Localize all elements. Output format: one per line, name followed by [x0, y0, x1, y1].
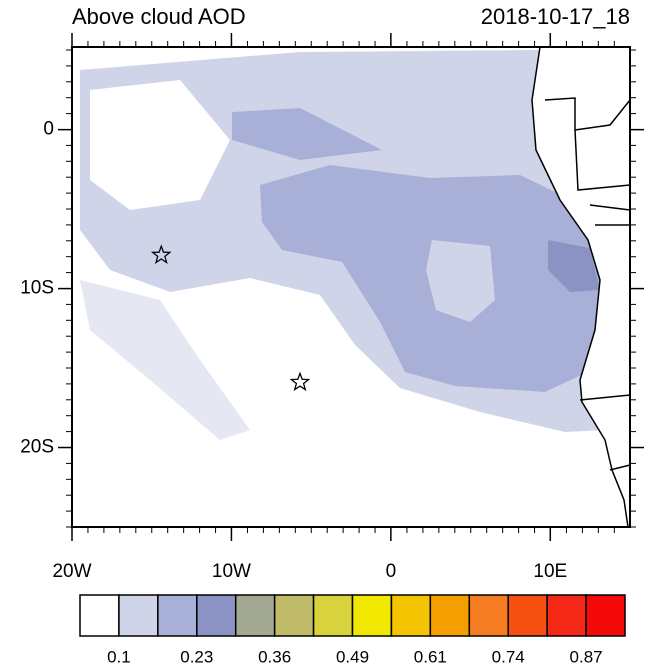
- colorbar-box: [468, 594, 509, 637]
- colorbar-box: [157, 594, 198, 637]
- x-tick-label: 20W: [52, 561, 91, 582]
- title: Above cloud AOD: [72, 4, 246, 29]
- aod-clear: [90, 80, 230, 210]
- colorbar-box: [351, 594, 393, 637]
- site-marker: [289, 371, 311, 392]
- colorbar-box: [234, 594, 276, 637]
- aod-dark: [548, 240, 600, 292]
- colorbar-box: [312, 594, 354, 637]
- colorbar-label: 0.36: [258, 647, 291, 666]
- colorbar-box: [585, 594, 626, 637]
- aod-inner-light: [426, 240, 495, 322]
- x-tick-label: 10E: [533, 561, 567, 582]
- colorbar-box: [429, 594, 471, 637]
- aod-field: [80, 50, 605, 440]
- y-tick-label: 10S: [20, 278, 54, 299]
- borders: [544, 97, 631, 471]
- colorbar-box: [118, 594, 159, 637]
- colorbar-box: [196, 594, 237, 637]
- colorbar-box: [273, 594, 315, 637]
- timestamp: 2018-10-17_18: [481, 4, 630, 29]
- colorbar-label: 0.23: [180, 647, 213, 666]
- site-marker: [150, 244, 172, 265]
- colorbar-label: 0.87: [570, 647, 603, 666]
- x-tick-label: 10W: [212, 561, 251, 582]
- aod-medium-north: [232, 108, 382, 160]
- y-tick-label: 20S: [20, 437, 54, 458]
- colorbar-label: 0.1: [107, 647, 131, 666]
- colorbar-box: [79, 594, 120, 637]
- colorbar-label: 0.61: [414, 647, 447, 666]
- colorbar-label: 0.49: [336, 647, 369, 666]
- colorbar-box: [390, 594, 432, 637]
- map-frame: [71, 46, 631, 528]
- aod-sparse: [80, 280, 250, 440]
- y-tick-label: 0: [43, 119, 54, 140]
- colorbar-label: 0.74: [492, 647, 525, 666]
- x-tick-label: 0: [386, 561, 397, 582]
- colorbar-box: [507, 594, 548, 637]
- colorbar-box: [546, 594, 587, 637]
